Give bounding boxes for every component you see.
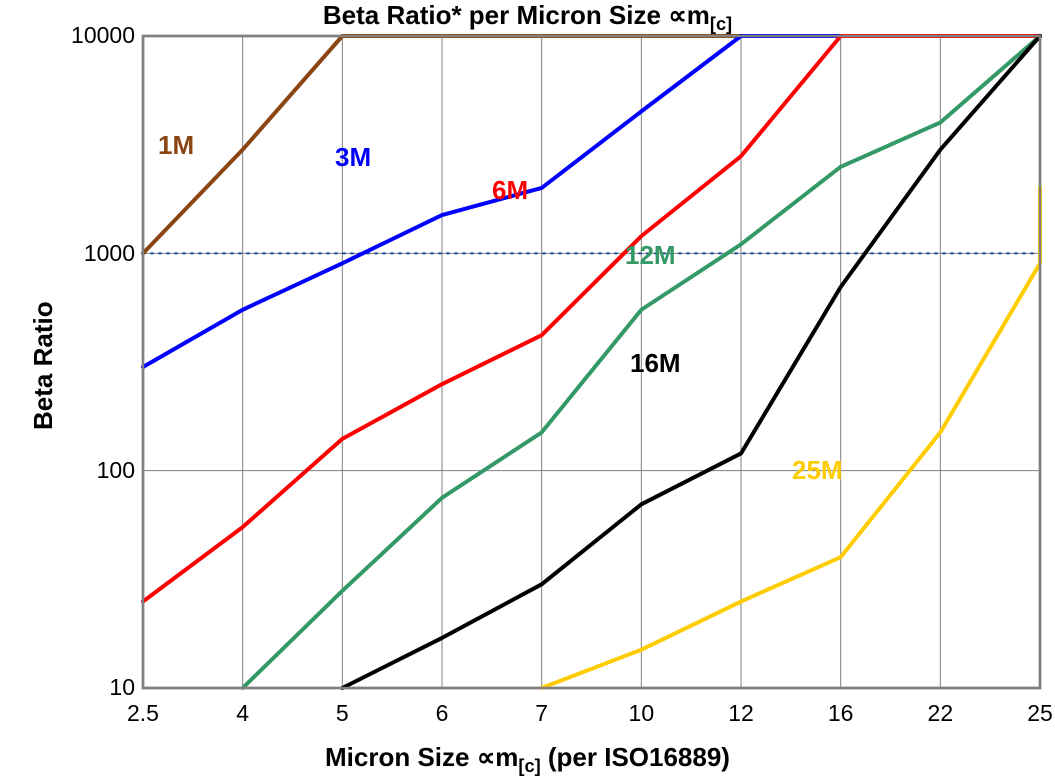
y-tick-label: 100 bbox=[97, 457, 135, 484]
series-label-6M: 6M bbox=[492, 175, 528, 206]
x-tick-label: 7 bbox=[512, 700, 572, 727]
x-tick-label: 16 bbox=[811, 700, 871, 727]
series-label-3M: 3M bbox=[335, 142, 371, 173]
x-tick-label: 12 bbox=[711, 700, 771, 727]
y-axis-label: Beta Ratio bbox=[28, 301, 59, 430]
y-tick-label: 10000 bbox=[71, 22, 135, 49]
chart-plot bbox=[0, 0, 1055, 781]
x-axis-label: Micron Size ∝m[c] (per ISO16889) bbox=[0, 742, 1055, 777]
y-tick-label: 10 bbox=[109, 674, 135, 701]
series-label-12M: 12M bbox=[625, 240, 676, 271]
chart-container: Beta Ratio* per Micron Size ∝m[c] Beta R… bbox=[0, 0, 1055, 781]
x-tick-label: 22 bbox=[910, 700, 970, 727]
y-tick-label: 1000 bbox=[84, 240, 135, 267]
series-label-1M: 1M bbox=[158, 130, 194, 161]
series-label-25M: 25M bbox=[792, 455, 843, 486]
x-tick-label: 25 bbox=[1010, 700, 1055, 727]
x-tick-label: 2.5 bbox=[113, 700, 173, 727]
x-tick-label: 4 bbox=[213, 700, 273, 727]
x-tick-label: 10 bbox=[611, 700, 671, 727]
series-label-16M: 16M bbox=[630, 348, 681, 379]
x-tick-label: 6 bbox=[412, 700, 472, 727]
x-tick-label: 5 bbox=[312, 700, 372, 727]
